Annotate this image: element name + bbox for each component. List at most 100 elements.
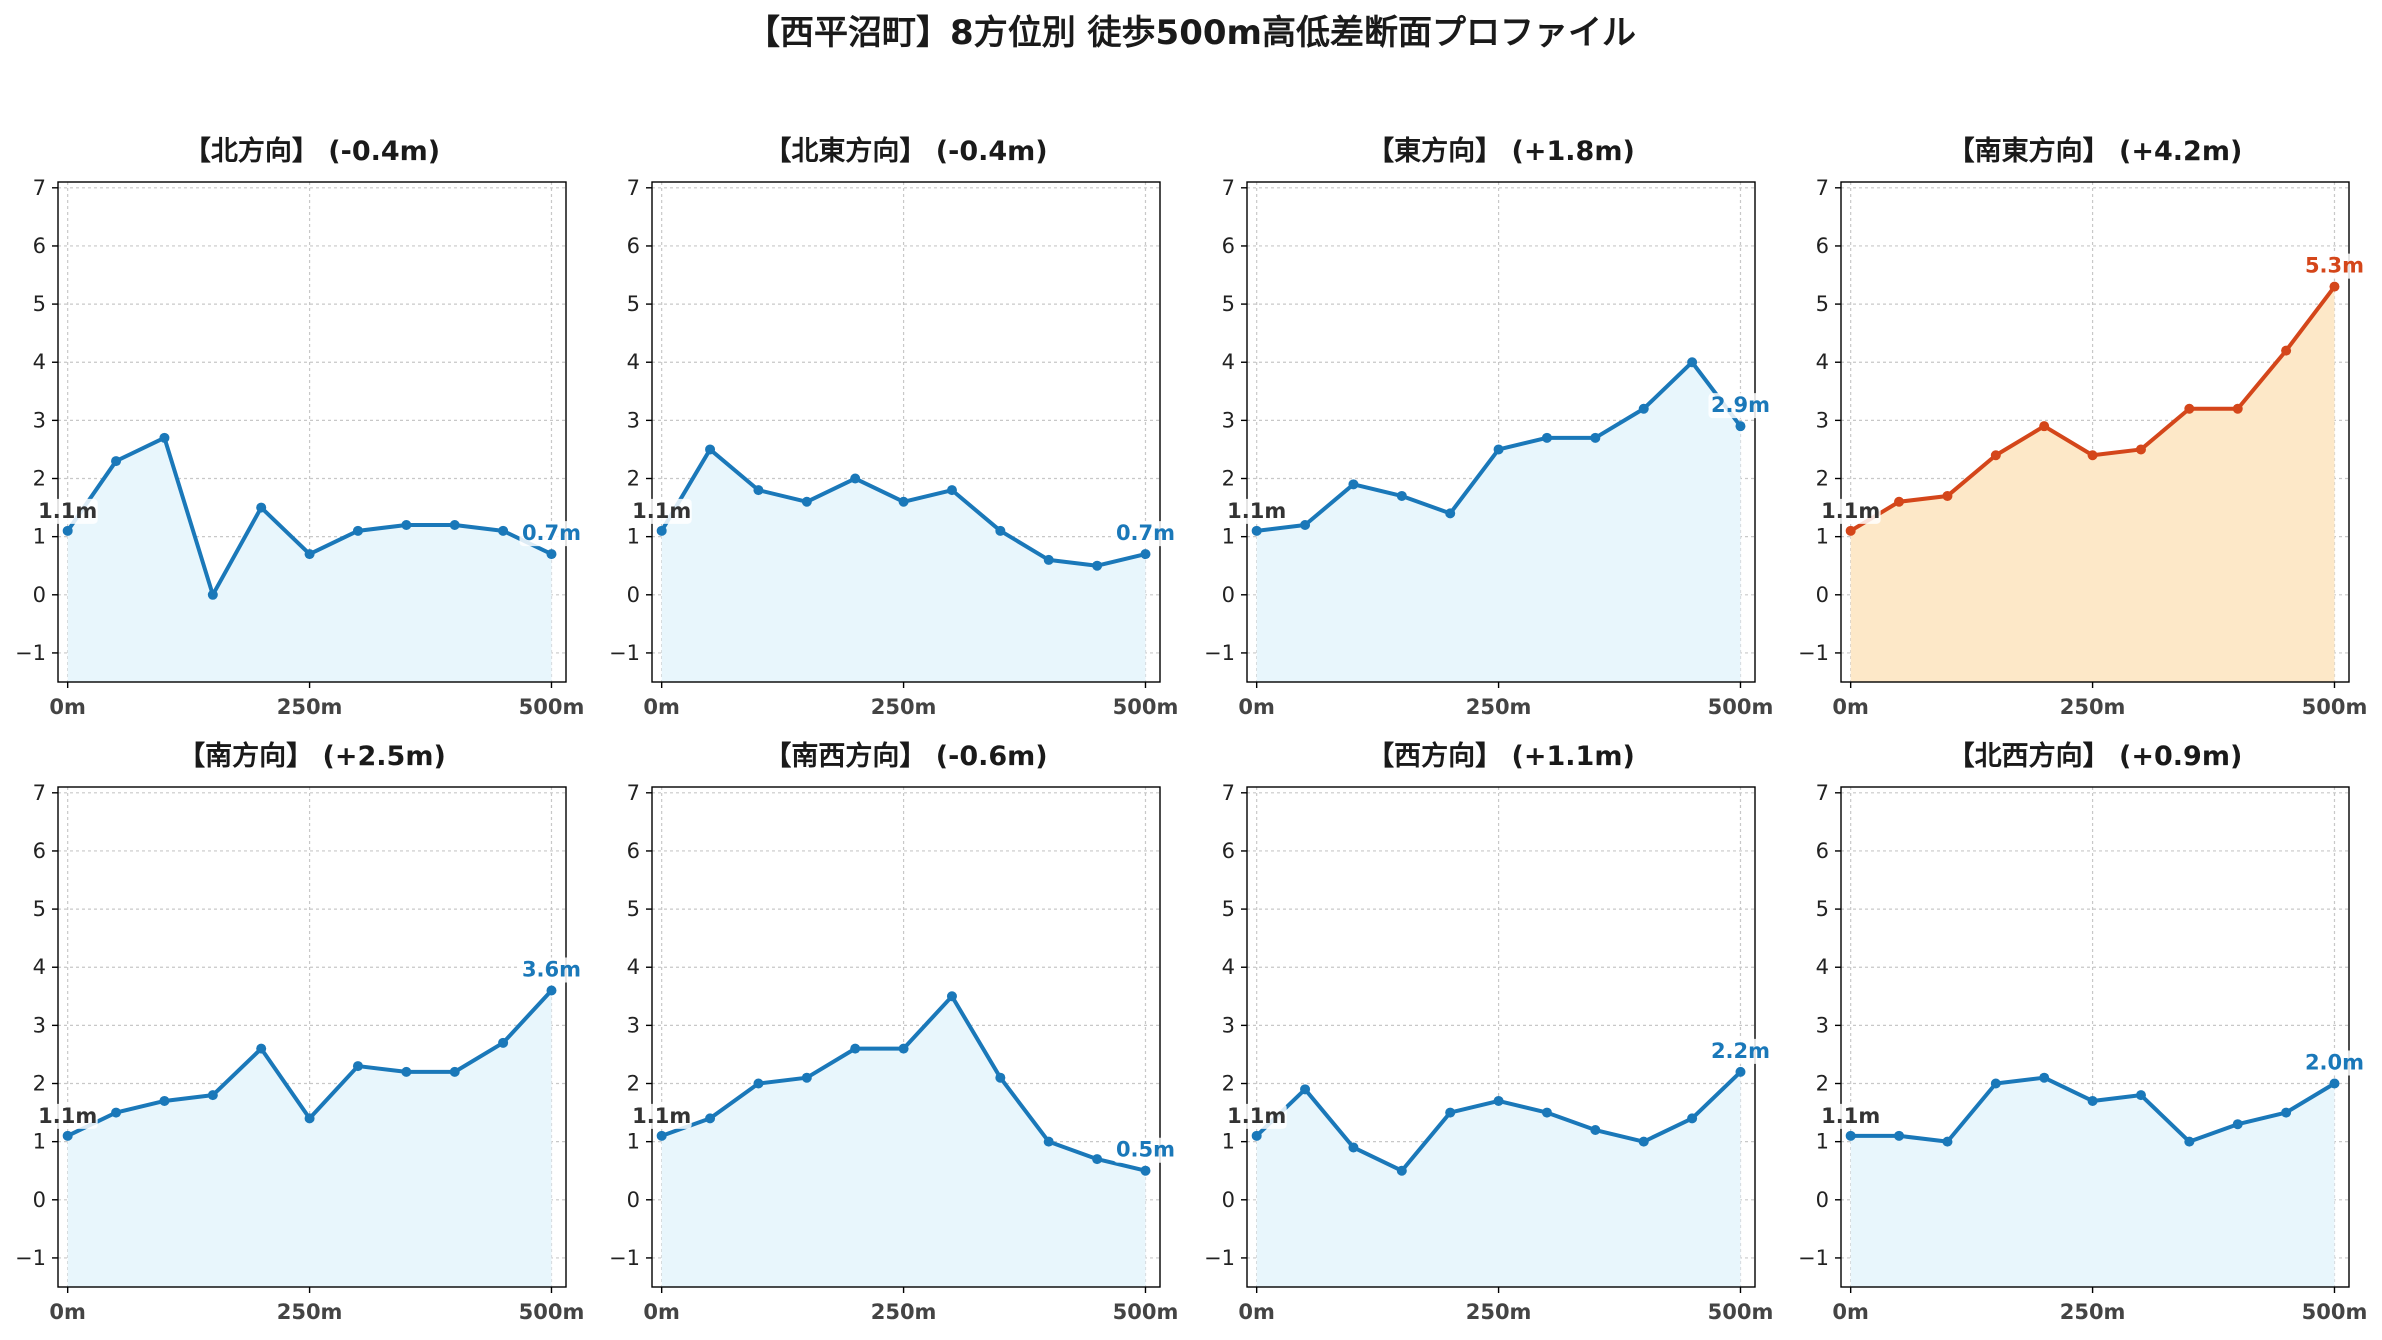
y-tick-label: 3 bbox=[1816, 408, 1829, 432]
data-point bbox=[1845, 525, 1856, 536]
elevation-area bbox=[1850, 286, 2335, 682]
end-label-bg bbox=[519, 521, 584, 547]
data-point bbox=[1493, 444, 1504, 455]
y-tick-label: 0 bbox=[1222, 1188, 1235, 1212]
data-point bbox=[2281, 1107, 2292, 1118]
data-point bbox=[207, 589, 218, 600]
y-tick-label: 1 bbox=[1222, 1130, 1235, 1154]
y-tick-label: 2 bbox=[627, 467, 640, 491]
end-label-bg bbox=[1708, 1038, 1773, 1064]
end-elevation-label: 0.7m bbox=[1116, 521, 1175, 545]
start-elevation-label: 1.1m bbox=[1227, 499, 1286, 523]
end-elevation-label: 0.7m bbox=[522, 521, 581, 545]
data-point bbox=[498, 1037, 509, 1048]
end-elevation-label: 2.9m bbox=[1711, 393, 1770, 417]
data-point bbox=[753, 1078, 764, 1089]
y-tick-label: 2 bbox=[627, 1072, 640, 1096]
data-point bbox=[1990, 450, 2001, 461]
y-tick-label: 3 bbox=[33, 1013, 46, 1037]
y-tick-label: 5 bbox=[1222, 292, 1235, 316]
x-tick-label: 500m bbox=[519, 695, 585, 719]
y-tick-label: 0 bbox=[1816, 583, 1829, 607]
data-point bbox=[1845, 1130, 1856, 1141]
end-label-bg bbox=[2302, 253, 2367, 279]
y-tick-label: 2 bbox=[1222, 467, 1235, 491]
plot-frame bbox=[1840, 786, 2350, 1288]
start-label-bg bbox=[1820, 1103, 1881, 1129]
x-tick-label: 500m bbox=[2302, 1300, 2368, 1324]
data-point bbox=[1396, 490, 1407, 501]
data-point bbox=[946, 485, 957, 496]
data-point bbox=[207, 1090, 218, 1101]
x-tick-label: 0m bbox=[49, 695, 86, 719]
end-elevation-label: 2.0m bbox=[2305, 1051, 2364, 1075]
y-tick-label: −1 bbox=[1204, 1246, 1235, 1270]
data-point bbox=[705, 444, 716, 455]
data-point bbox=[498, 525, 509, 536]
end-label-bg bbox=[1708, 393, 1773, 419]
data-point bbox=[1735, 1066, 1746, 1077]
end-elevation-label: 2.2m bbox=[1711, 1039, 1770, 1063]
data-point bbox=[801, 1072, 812, 1083]
end-label-bg bbox=[519, 957, 584, 983]
data-point bbox=[111, 456, 122, 467]
panel-title: 【南西方向】 (-0.6m) bbox=[764, 740, 1047, 772]
data-point bbox=[546, 549, 557, 560]
data-point bbox=[1445, 1107, 1456, 1118]
panel-title: 【南方向】 (+2.5m) bbox=[178, 740, 446, 772]
y-tick-label: 3 bbox=[33, 408, 46, 432]
elevation-area bbox=[661, 449, 1146, 682]
x-tick-label: 250m bbox=[277, 1300, 343, 1324]
plot-frame bbox=[1840, 181, 2350, 683]
data-point bbox=[1140, 549, 1151, 560]
y-tick-label: 0 bbox=[33, 583, 46, 607]
y-tick-label: 6 bbox=[627, 839, 640, 863]
start-elevation-label: 1.1m bbox=[632, 499, 691, 523]
y-tick-label: 6 bbox=[33, 839, 46, 863]
data-point bbox=[898, 1043, 909, 1054]
data-point bbox=[1092, 560, 1103, 571]
x-tick-label: 0m bbox=[1238, 1300, 1275, 1324]
data-point bbox=[656, 1130, 667, 1141]
data-point bbox=[62, 525, 73, 536]
data-point bbox=[1140, 1165, 1151, 1176]
x-tick-label: 250m bbox=[871, 695, 937, 719]
data-point bbox=[850, 473, 861, 484]
data-point bbox=[1251, 1130, 1262, 1141]
x-tick-label: 500m bbox=[2302, 695, 2368, 719]
data-point bbox=[2087, 1095, 2098, 1106]
data-point bbox=[2329, 1078, 2340, 1089]
x-tick-label: 500m bbox=[1113, 695, 1179, 719]
panel-2: 【北東方向】 (-0.4m) −1 0 1 2 3 4 5 6 7 0m 250m 500m 1.1m 0.… bbox=[609, 135, 1178, 719]
y-tick-label: 5 bbox=[627, 292, 640, 316]
y-tick-label: 2 bbox=[1222, 1072, 1235, 1096]
panel-7: 【西方向】 (+1.1m) −1 0 1 2 3 4 5 6 7 0m 250m 500m 1.1m 2.2… bbox=[1204, 740, 1773, 1324]
y-tick-label: 7 bbox=[1222, 781, 1235, 805]
y-tick-label: 5 bbox=[33, 292, 46, 316]
panel-6: 【南西方向】 (-0.6m) −1 0 1 2 3 4 5 6 7 0m 250m 500m 1.1m 0.… bbox=[609, 740, 1178, 1324]
data-point bbox=[2281, 345, 2292, 356]
data-point bbox=[1300, 1084, 1311, 1095]
end-elevation-label: 0.5m bbox=[1116, 1138, 1175, 1162]
end-label-bg bbox=[2302, 1050, 2367, 1076]
y-tick-label: 6 bbox=[1222, 234, 1235, 258]
y-tick-label: 5 bbox=[1816, 897, 1829, 921]
plot-frame bbox=[1246, 786, 1756, 1288]
x-tick-label: 250m bbox=[871, 1300, 937, 1324]
x-tick-label: 0m bbox=[1238, 695, 1275, 719]
data-point bbox=[946, 991, 957, 1002]
panel-title: 【南東方向】 (+4.2m) bbox=[1948, 135, 2243, 167]
start-elevation-label: 1.1m bbox=[1821, 499, 1880, 523]
data-point bbox=[1541, 1107, 1552, 1118]
y-tick-label: 7 bbox=[627, 176, 640, 200]
data-point bbox=[352, 525, 363, 536]
data-point bbox=[995, 1072, 1006, 1083]
y-tick-label: 3 bbox=[1222, 408, 1235, 432]
start-elevation-label: 1.1m bbox=[1821, 1104, 1880, 1128]
end-label-bg bbox=[1113, 1137, 1178, 1163]
data-point bbox=[1348, 479, 1359, 490]
y-tick-label: −1 bbox=[1798, 641, 1829, 665]
data-point bbox=[2039, 1072, 2050, 1083]
x-tick-label: 500m bbox=[519, 1300, 585, 1324]
y-tick-label: 7 bbox=[1816, 176, 1829, 200]
